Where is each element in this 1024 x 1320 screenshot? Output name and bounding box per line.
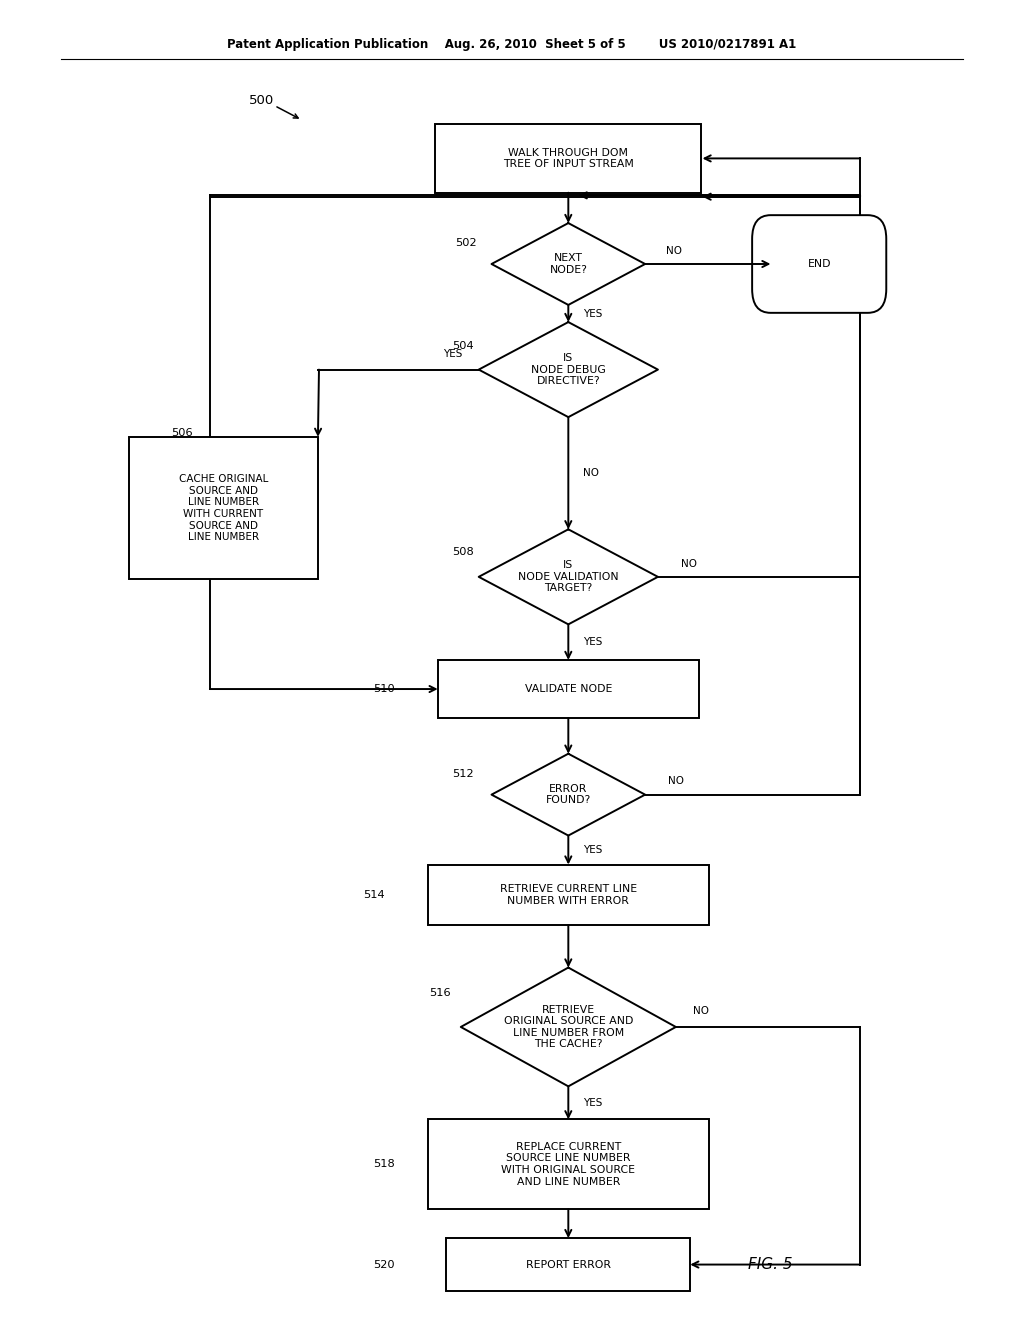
FancyBboxPatch shape xyxy=(435,124,701,193)
Text: REPLACE CURRENT
SOURCE LINE NUMBER
WITH ORIGINAL SOURCE
AND LINE NUMBER: REPLACE CURRENT SOURCE LINE NUMBER WITH … xyxy=(502,1142,635,1187)
Text: 508: 508 xyxy=(452,546,474,557)
Text: ERROR
FOUND?: ERROR FOUND? xyxy=(546,784,591,805)
Text: WALK THROUGH DOM
TREE OF INPUT STREAM: WALK THROUGH DOM TREE OF INPUT STREAM xyxy=(503,148,634,169)
Text: NO: NO xyxy=(668,776,684,787)
Text: 516: 516 xyxy=(429,987,452,998)
Text: 504: 504 xyxy=(452,341,474,351)
FancyBboxPatch shape xyxy=(428,865,710,925)
Text: YES: YES xyxy=(443,348,463,359)
Text: REPORT ERROR: REPORT ERROR xyxy=(525,1259,611,1270)
Text: IS
NODE DEBUG
DIRECTIVE?: IS NODE DEBUG DIRECTIVE? xyxy=(531,352,605,387)
FancyBboxPatch shape xyxy=(129,437,317,579)
Text: Patent Application Publication    Aug. 26, 2010  Sheet 5 of 5        US 2010/021: Patent Application Publication Aug. 26, … xyxy=(227,38,797,51)
Text: 502: 502 xyxy=(455,238,477,248)
Text: NO: NO xyxy=(666,246,682,256)
Text: IS
NODE VALIDATION
TARGET?: IS NODE VALIDATION TARGET? xyxy=(518,560,618,594)
Text: RETRIEVE CURRENT LINE
NUMBER WITH ERROR: RETRIEVE CURRENT LINE NUMBER WITH ERROR xyxy=(500,884,637,906)
Text: END: END xyxy=(808,259,830,269)
Text: VALIDATE NODE: VALIDATE NODE xyxy=(524,684,612,694)
Text: YES: YES xyxy=(583,638,602,647)
Text: CACHE ORIGINAL
SOURCE AND
LINE NUMBER
WITH CURRENT
SOURCE AND
LINE NUMBER: CACHE ORIGINAL SOURCE AND LINE NUMBER WI… xyxy=(178,474,268,543)
Text: 500: 500 xyxy=(249,94,273,107)
Text: RETRIEVE
ORIGINAL SOURCE AND
LINE NUMBER FROM
THE CACHE?: RETRIEVE ORIGINAL SOURCE AND LINE NUMBER… xyxy=(504,1005,633,1049)
FancyBboxPatch shape xyxy=(752,215,887,313)
FancyBboxPatch shape xyxy=(446,1238,690,1291)
Text: NO: NO xyxy=(693,1006,710,1016)
Text: NEXT
NODE?: NEXT NODE? xyxy=(550,253,587,275)
Text: 506: 506 xyxy=(171,428,194,438)
Text: 518: 518 xyxy=(373,1159,395,1170)
Text: YES: YES xyxy=(583,1098,602,1107)
Text: YES: YES xyxy=(583,309,602,318)
Text: 512: 512 xyxy=(452,768,474,779)
Text: YES: YES xyxy=(583,845,602,855)
Text: 510: 510 xyxy=(373,684,395,694)
FancyBboxPatch shape xyxy=(428,1119,710,1209)
Text: NO: NO xyxy=(681,558,696,569)
Text: FIG. 5: FIG. 5 xyxy=(748,1257,793,1272)
Text: NO: NO xyxy=(583,469,599,478)
FancyBboxPatch shape xyxy=(438,660,699,718)
Text: 514: 514 xyxy=(362,890,385,900)
Text: 520: 520 xyxy=(373,1259,395,1270)
